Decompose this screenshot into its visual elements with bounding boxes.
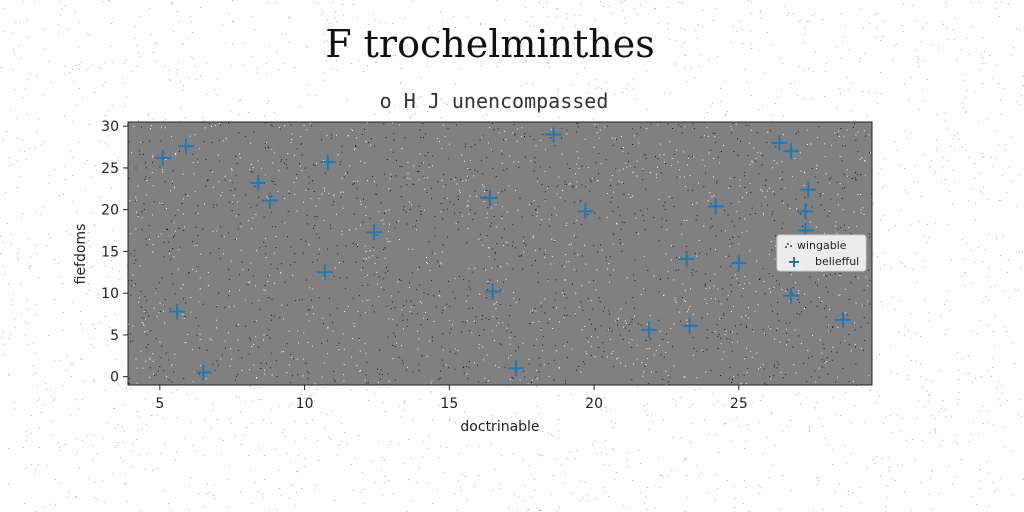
x-tick-label: 10 <box>296 396 314 412</box>
legend-plus-symbol <box>789 257 799 267</box>
data-point <box>782 287 799 304</box>
x-axis-ticks: 5 10 15 20 25 <box>155 385 748 412</box>
data-point <box>316 264 333 281</box>
data-point <box>261 192 278 209</box>
legend-box <box>776 234 867 272</box>
data-point <box>154 149 171 166</box>
x-axis-label: doctrinable <box>460 419 539 435</box>
y-tick-label: 25 <box>101 161 119 177</box>
data-point <box>507 360 524 377</box>
chart-subtitle: o H J unencompassed <box>379 89 609 113</box>
x-tick-label: 25 <box>730 396 748 412</box>
data-point <box>835 311 852 328</box>
data-point <box>481 189 498 206</box>
data-point <box>641 321 658 338</box>
y-tick-label: 0 <box>110 370 119 386</box>
x-tick-label: 15 <box>440 396 458 412</box>
legend: wingable beliefful <box>776 234 867 272</box>
chart-title: F trochelminthes <box>325 22 655 66</box>
data-point <box>250 174 267 191</box>
y-tick-label: 10 <box>101 286 119 302</box>
data-point <box>484 283 501 300</box>
data-point <box>366 224 383 241</box>
data-point <box>319 154 336 171</box>
data-point <box>577 203 594 220</box>
data-point <box>782 143 799 160</box>
wingable-dots <box>128 122 872 386</box>
data-point <box>797 203 814 220</box>
y-tick-label: 15 <box>101 244 119 260</box>
data-point <box>545 126 562 143</box>
y-tick-label: 20 <box>101 203 119 219</box>
data-point <box>800 181 817 198</box>
y-tick-label: 5 <box>110 328 119 344</box>
plot-frame <box>127 121 873 386</box>
data-point <box>730 255 747 272</box>
data-point <box>169 303 186 320</box>
data-point <box>681 317 698 334</box>
x-tick-label: 20 <box>585 396 603 412</box>
data-point <box>195 364 212 381</box>
y-tick-label: 30 <box>101 119 119 135</box>
data-point <box>678 250 695 267</box>
x-tick-label: 5 <box>155 396 164 412</box>
y-axis-label: fiefdoms <box>73 224 89 285</box>
data-point <box>177 138 194 155</box>
y-axis-ticks: 0 5 10 15 20 25 30 <box>101 119 128 386</box>
beliefful-points <box>154 126 852 381</box>
legend-label-wingable: wingable <box>797 239 847 252</box>
legend-label-beliefful: beliefful <box>815 255 859 268</box>
legend-dot-symbol <box>785 243 792 248</box>
plot-area <box>128 122 872 385</box>
data-point <box>707 198 724 215</box>
data-point <box>771 134 788 151</box>
